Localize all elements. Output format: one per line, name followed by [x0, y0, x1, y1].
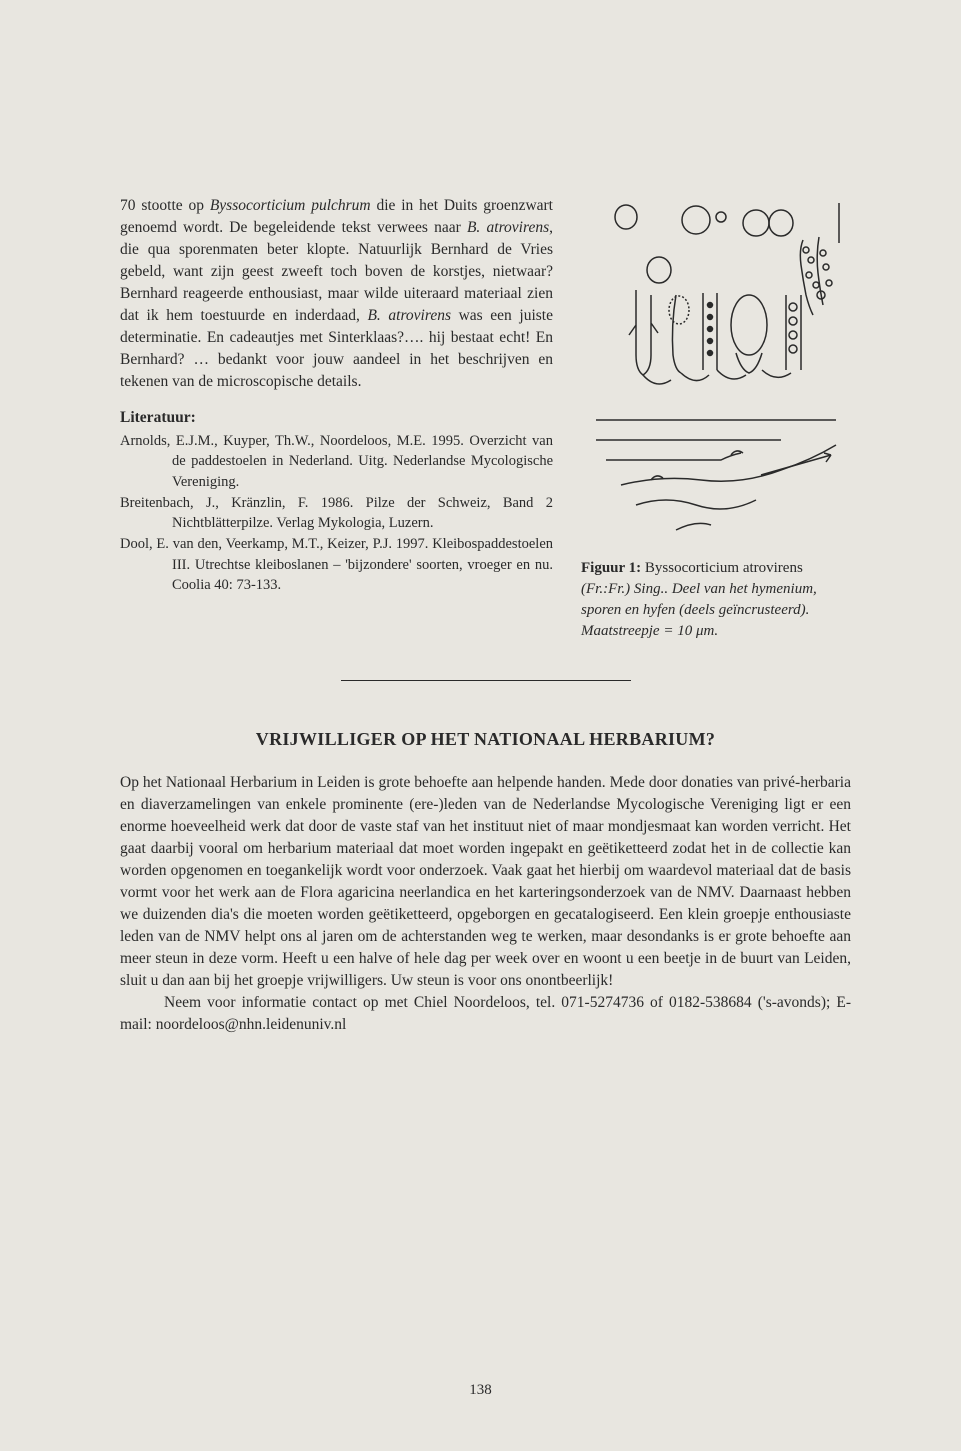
left-column: 70 stootte op Byssocorticium pulchrum di…	[120, 195, 553, 642]
figure-name: Byssocorticium atrovirens	[645, 560, 803, 576]
reference-2: Breitenbach, J., Kränzlin, F. 1986. Pilz…	[120, 493, 553, 534]
page-number: 138	[469, 1382, 492, 1399]
literature-heading: Literatuur:	[120, 407, 553, 429]
text-span: 70 stootte op	[120, 197, 210, 214]
article-para-2: Neem voor informatie contact op met Chie…	[120, 992, 851, 1036]
top-paragraph: 70 stootte op Byssocorticium pulchrum di…	[120, 195, 553, 393]
article-para-1: Op het Nationaal Herbarium in Leiden is …	[120, 772, 851, 992]
figure-label: Figuur 1:	[581, 560, 645, 576]
species-name: Byssocorticium pulchrum	[210, 197, 371, 214]
section-divider	[341, 680, 631, 681]
right-column: Figuur 1: Byssocorticium atrovirens (Fr.…	[581, 195, 851, 642]
species-name: B. atrovirens	[367, 307, 451, 324]
species-name: B. atrovirens	[467, 219, 549, 236]
reference-1: Arnolds, E.J.M., Kuyper, Th.W., Noordelo…	[120, 431, 553, 492]
article-title: VRIJWILLIGER OP HET NATIONAAL HERBARIUM?	[120, 729, 851, 750]
figure-description: (Fr.:Fr.) Sing.. Deel van het hymenium, …	[581, 581, 817, 639]
figure-illustration	[581, 195, 851, 550]
reference-3: Dool, E. van den, Veerkamp, M.T., Keizer…	[120, 534, 553, 595]
two-column-section: 70 stootte op Byssocorticium pulchrum di…	[120, 195, 851, 642]
figure-caption: Figuur 1: Byssocorticium atrovirens (Fr.…	[581, 558, 851, 642]
